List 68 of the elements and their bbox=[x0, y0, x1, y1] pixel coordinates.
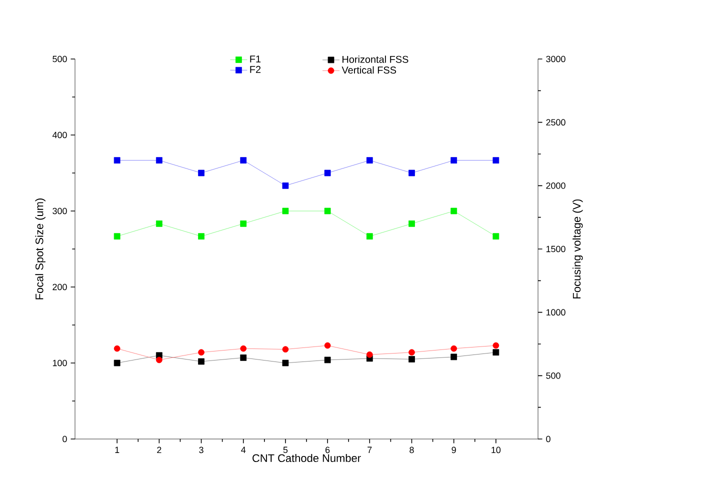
point bbox=[198, 233, 204, 240]
point bbox=[408, 349, 415, 356]
point bbox=[198, 349, 204, 356]
point bbox=[114, 360, 120, 366]
legend-label: F2 bbox=[250, 66, 261, 73]
point bbox=[366, 233, 373, 240]
point bbox=[366, 157, 373, 164]
point bbox=[156, 356, 162, 364]
point bbox=[114, 345, 120, 352]
point bbox=[282, 182, 289, 189]
point bbox=[450, 208, 458, 214]
y2-tick-label: 1500 bbox=[546, 246, 566, 252]
x-tick-label: 3 bbox=[199, 446, 204, 454]
point bbox=[366, 351, 373, 358]
y2-tick-label: 2500 bbox=[546, 119, 566, 126]
y2-tick-label: 0 bbox=[546, 436, 550, 442]
x-tick-label: 1 bbox=[115, 446, 120, 453]
point bbox=[198, 358, 204, 365]
y-tick-label: 200 bbox=[52, 284, 67, 290]
point bbox=[240, 354, 247, 361]
point bbox=[240, 345, 247, 352]
y2-tick-label: 2000 bbox=[546, 182, 566, 189]
point bbox=[324, 356, 331, 364]
y-axis-title: Focal Spot Size (um) bbox=[35, 198, 46, 300]
point bbox=[240, 157, 247, 164]
point bbox=[156, 220, 162, 227]
y-tick-label: 300 bbox=[52, 208, 67, 214]
point bbox=[114, 233, 120, 240]
x-tick-label: 5 bbox=[283, 446, 288, 454]
x-tick-label: 2 bbox=[157, 446, 162, 454]
point bbox=[450, 157, 458, 164]
x-tick-label: 7 bbox=[368, 446, 372, 453]
x-tick-label: 4 bbox=[241, 446, 246, 453]
legend-label: Vertical FSS bbox=[342, 66, 396, 74]
point bbox=[282, 208, 289, 214]
point bbox=[198, 170, 204, 176]
point bbox=[156, 157, 162, 164]
point bbox=[240, 220, 247, 227]
point bbox=[324, 342, 331, 349]
point bbox=[282, 346, 289, 353]
point bbox=[324, 208, 331, 214]
point bbox=[114, 157, 120, 164]
y2-tick-label: 3000 bbox=[546, 56, 566, 62]
y-tick-label: 100 bbox=[52, 360, 67, 366]
point bbox=[492, 157, 500, 164]
point bbox=[408, 356, 415, 362]
y2-tick-label: 500 bbox=[546, 372, 560, 379]
y-tick-label: 400 bbox=[52, 132, 67, 138]
point bbox=[408, 170, 415, 176]
x-axis-title: CNT Cathode Number bbox=[252, 454, 361, 462]
y2-axis-title: Focusing voltage (V) bbox=[572, 199, 583, 298]
point bbox=[282, 360, 289, 366]
y-tick-label: 0 bbox=[62, 436, 67, 442]
x-tick-label: 6 bbox=[326, 446, 330, 454]
point bbox=[492, 342, 500, 349]
x-tick-label: 10 bbox=[492, 446, 501, 454]
x-tick-label: 8 bbox=[410, 446, 414, 454]
point bbox=[450, 354, 458, 360]
point bbox=[492, 233, 500, 240]
y2-tick-label: 1000 bbox=[546, 309, 566, 316]
point bbox=[324, 170, 331, 176]
y-tick-label: 500 bbox=[52, 56, 67, 62]
legend-label: F1 bbox=[250, 56, 261, 62]
x-tick-label: 9 bbox=[452, 446, 456, 454]
point bbox=[492, 349, 500, 356]
point bbox=[450, 345, 458, 352]
legend-label: Horizontal FSS bbox=[342, 56, 408, 63]
point bbox=[408, 220, 415, 227]
